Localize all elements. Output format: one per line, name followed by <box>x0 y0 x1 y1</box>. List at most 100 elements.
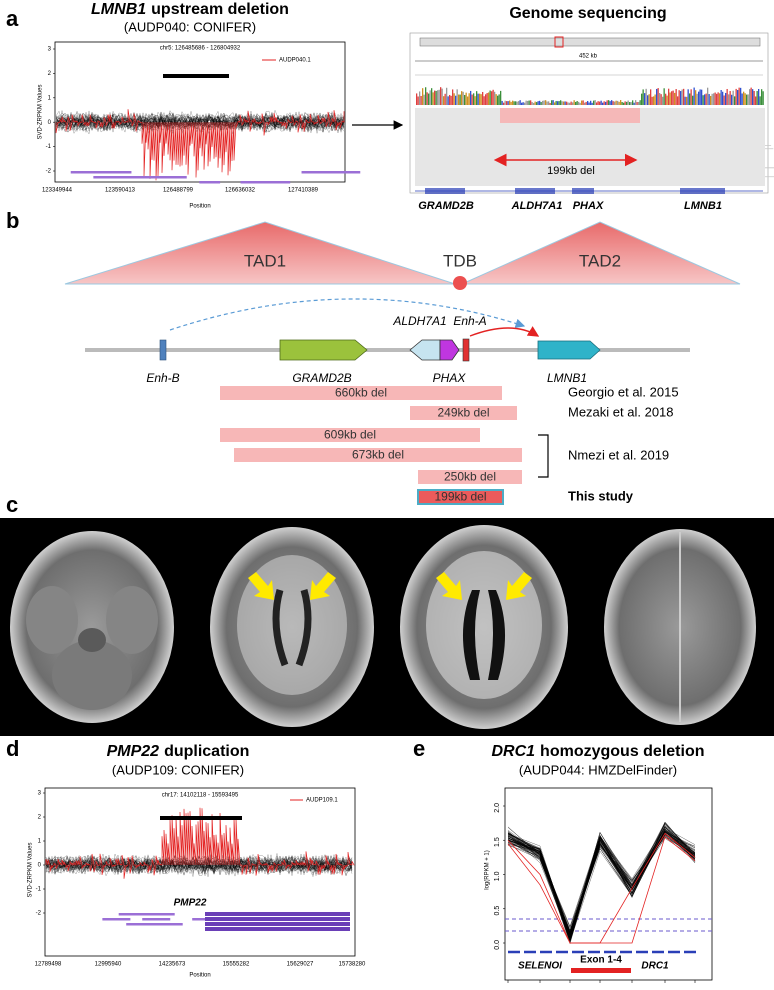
coverage-bar <box>452 89 454 105</box>
coverage-bar <box>747 94 749 105</box>
bracket <box>538 434 549 478</box>
gene-bar <box>205 927 350 931</box>
coverage-bar <box>738 87 740 105</box>
y-tick-label: -2 <box>46 169 52 175</box>
coverage-bar <box>501 100 503 105</box>
conifer-plot: chr5: 126485686 - 126804932 AUDP040.1 SV… <box>38 41 361 210</box>
plot-title: chr5: 126485686 - 126804932 <box>160 46 241 52</box>
coverage-bar <box>464 94 466 105</box>
x-tick-label: 12789498 <box>35 962 62 968</box>
coverage-bar <box>722 91 724 105</box>
coverage-bar <box>461 91 463 105</box>
coverage-bar <box>603 101 605 105</box>
coverage-bar <box>528 100 530 105</box>
x-axis-label: Position <box>189 204 210 210</box>
y-tick-label: 2.0 <box>494 803 501 813</box>
mri-slice <box>604 529 756 725</box>
panel-label: a <box>6 6 19 31</box>
coverage-bar <box>650 89 652 105</box>
sample-line <box>507 830 696 939</box>
coverage-bar <box>704 94 706 105</box>
coverage-bar <box>563 101 565 105</box>
coverage-bar <box>659 93 661 105</box>
coverage-bar <box>666 95 668 105</box>
coverage-bar <box>621 102 623 105</box>
y-tick-label: -2 <box>36 911 42 917</box>
coverage-bar <box>455 95 457 105</box>
coverage-bar <box>575 101 577 105</box>
coverage-bar <box>576 101 578 105</box>
yellow-arrow <box>436 572 462 600</box>
coverage-bar <box>734 96 736 105</box>
coverage-bar <box>513 101 515 105</box>
deletion-label: 660kb del <box>335 386 387 400</box>
coverage-bar <box>660 94 662 105</box>
coverage-bar <box>429 90 431 105</box>
coverage-bar <box>471 94 473 105</box>
coverage-bar <box>752 89 754 105</box>
case-line <box>55 109 345 181</box>
study-label: Mezaki et al. 2018 <box>568 404 674 419</box>
coverage-bar <box>689 93 691 105</box>
coverage-bar <box>713 93 715 105</box>
gene-bar <box>102 918 131 921</box>
coverage-bar <box>677 96 679 105</box>
coverage-bar <box>561 101 563 105</box>
gene-name: DRC1 <box>491 743 535 760</box>
sample-line <box>45 854 353 874</box>
gene-label: PMP22 <box>174 898 207 909</box>
deleted-reads <box>500 108 640 123</box>
coverage-bar <box>486 93 488 105</box>
gene-shape <box>279 339 368 361</box>
deletion-bar <box>220 428 480 442</box>
coverage-bar <box>657 88 659 105</box>
y-tick-label: 0 <box>38 863 42 869</box>
coverage-bar <box>719 93 721 105</box>
coverage-bar <box>743 91 745 105</box>
gene-bar <box>115 176 173 179</box>
panel-title: DRC1 homozygous deletion <box>491 743 704 760</box>
coverage-bar <box>537 101 539 105</box>
deletion-label: 250kb del <box>444 470 496 484</box>
coverage-bar <box>497 95 499 105</box>
sample-line <box>45 854 353 877</box>
tad-triangle <box>461 221 741 285</box>
coverage-bar <box>477 93 479 105</box>
coverage-bar <box>527 100 529 105</box>
span-label: 452 kb <box>579 54 598 60</box>
exon-label: Exon 1-4 <box>580 955 622 966</box>
coverage-bar <box>533 102 535 105</box>
gene-shape <box>537 340 601 360</box>
coverage-bar <box>690 89 692 105</box>
enhancer <box>159 339 167 361</box>
coverage-bar <box>642 89 644 105</box>
coverage-bar <box>645 88 647 105</box>
coverage-bar <box>495 94 497 105</box>
coverage-bar <box>633 102 635 105</box>
coverage-bar <box>441 88 443 105</box>
coverage-bar <box>531 102 533 105</box>
coverage-bar <box>597 101 599 105</box>
coverage-bar <box>669 92 671 105</box>
coverage-bar <box>671 91 673 105</box>
coverage-bar <box>426 92 428 105</box>
plot-frame <box>54 41 346 183</box>
sample-line <box>507 828 696 935</box>
coverage-bar <box>726 88 728 105</box>
deletion-bar <box>418 470 522 484</box>
coverage-bar <box>665 93 667 105</box>
panel-label: c <box>6 492 18 517</box>
element-label: ALDH7A1 <box>392 314 446 328</box>
study-label: Nmezi et al. 2019 <box>568 447 669 462</box>
coverage-bar <box>749 89 751 105</box>
title-text: homozygous deletion <box>540 743 704 760</box>
y-tick-label: 2 <box>48 71 52 77</box>
sample-line <box>55 112 345 133</box>
coverage-bar <box>593 100 595 105</box>
coverage-bar <box>587 100 589 105</box>
coverage-bar <box>648 94 650 105</box>
cerebellum <box>52 640 132 710</box>
coverage-bar <box>711 93 713 105</box>
coverage-bar <box>615 100 617 105</box>
coverage-bar <box>735 88 737 105</box>
